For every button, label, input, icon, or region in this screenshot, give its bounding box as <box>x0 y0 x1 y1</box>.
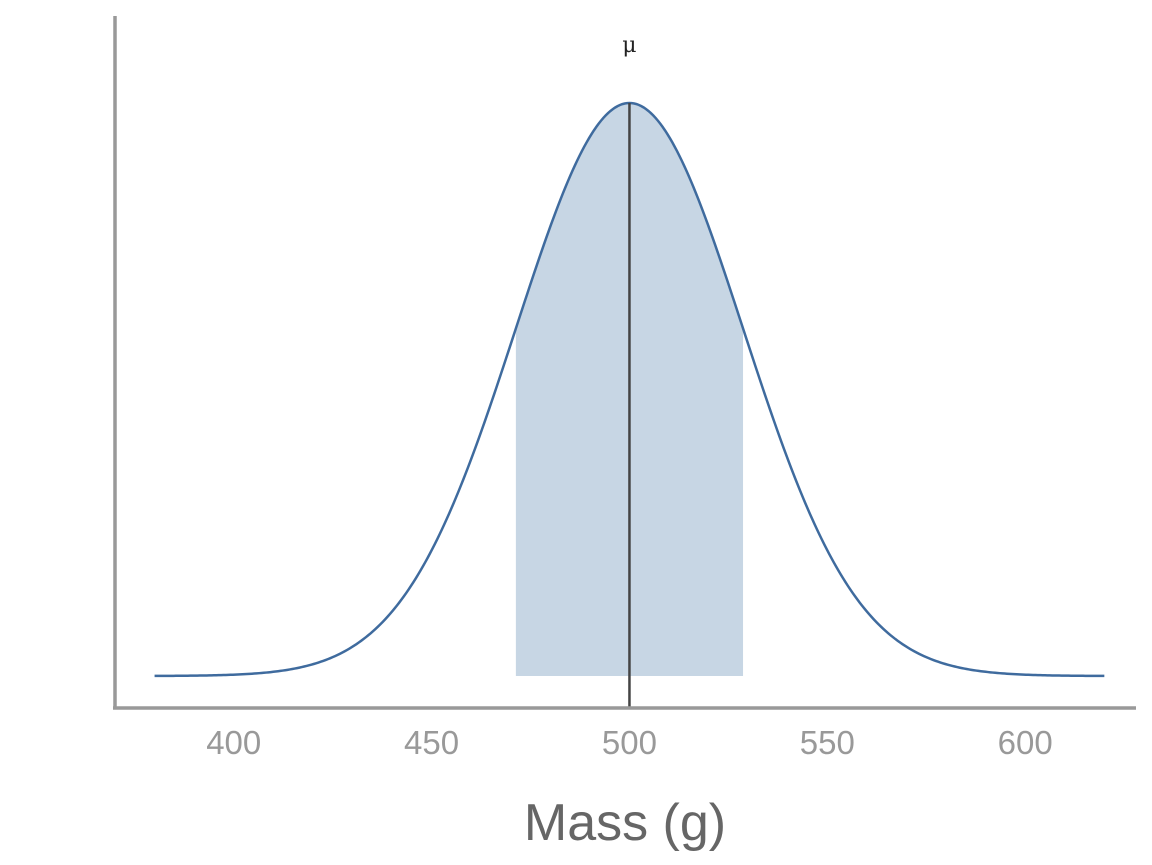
x-tick-label: 600 <box>998 724 1053 761</box>
x-tick-label: 450 <box>404 724 459 761</box>
x-tick-labels: 400 450 500 550 600 <box>206 724 1053 761</box>
x-tick-label: 400 <box>206 724 261 761</box>
mean-label: μ <box>622 33 636 58</box>
x-axis-title: Mass (g) <box>524 794 726 852</box>
x-tick-label: 550 <box>800 724 855 761</box>
x-tick-label: 500 <box>602 724 657 761</box>
